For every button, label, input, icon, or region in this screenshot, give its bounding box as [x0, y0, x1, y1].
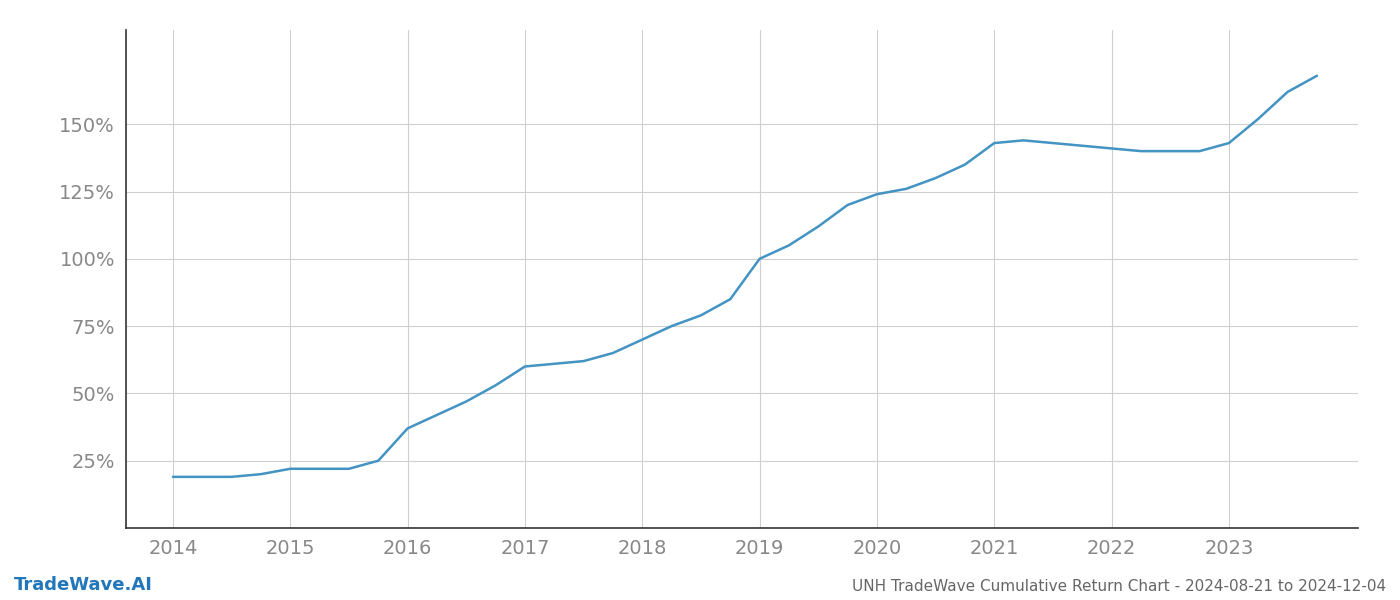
Text: UNH TradeWave Cumulative Return Chart - 2024-08-21 to 2024-12-04: UNH TradeWave Cumulative Return Chart - … [851, 579, 1386, 594]
Text: TradeWave.AI: TradeWave.AI [14, 576, 153, 594]
